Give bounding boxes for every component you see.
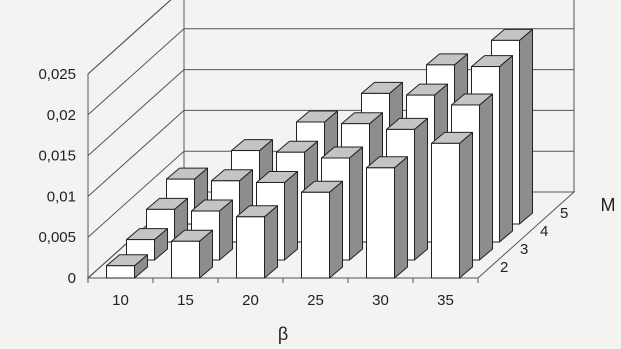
gridline <box>87 28 574 116</box>
y-tick-label: 0,02 <box>47 107 76 124</box>
x-tick-label: 30 <box>372 292 389 309</box>
depth-tick-label: 4 <box>540 223 548 240</box>
y-tick-label: 0,015 <box>38 148 76 165</box>
depth-axis-title: M <box>601 195 616 215</box>
x-tick-label: 15 <box>177 292 194 309</box>
x-tick-label: 25 <box>307 292 324 309</box>
x-tick-label: 35 <box>437 292 454 309</box>
x-tick-label: 20 <box>242 292 259 309</box>
gridline <box>87 0 172 75</box>
depth-tick-label: 5 <box>560 205 568 222</box>
x-axis-tick-labels: 10 15 20 25 30 35 <box>112 292 454 309</box>
bar <box>431 131 473 279</box>
bar <box>171 229 213 279</box>
bar <box>301 180 343 279</box>
bars <box>106 28 533 279</box>
bar <box>366 156 408 279</box>
x-tick-label: 10 <box>112 292 129 309</box>
bar <box>106 254 148 279</box>
bar <box>236 205 278 279</box>
y-tick-label: 0 <box>68 270 76 287</box>
y-tick-label: 0,025 <box>38 66 76 83</box>
depth-tick-label: 3 <box>520 241 528 258</box>
y-tick-label: 0,01 <box>47 188 76 205</box>
x-axis-title: β <box>278 324 288 344</box>
y-tick-label: 0,005 <box>38 229 76 246</box>
depth-tick-label: 2 <box>500 259 508 276</box>
y-axis-tick-labels: 0 0,005 0,01 0,015 0,02 0,025 <box>38 66 76 287</box>
